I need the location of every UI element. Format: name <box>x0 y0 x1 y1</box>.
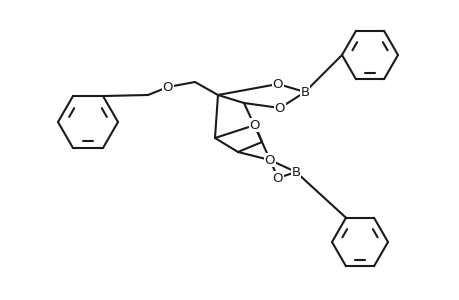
Text: O: O <box>272 172 283 184</box>
Text: O: O <box>264 154 274 166</box>
Text: O: O <box>274 101 285 115</box>
Text: B: B <box>291 166 300 178</box>
Text: B: B <box>300 85 309 98</box>
Text: O: O <box>272 77 283 91</box>
Text: O: O <box>249 118 260 131</box>
Text: O: O <box>162 80 173 94</box>
